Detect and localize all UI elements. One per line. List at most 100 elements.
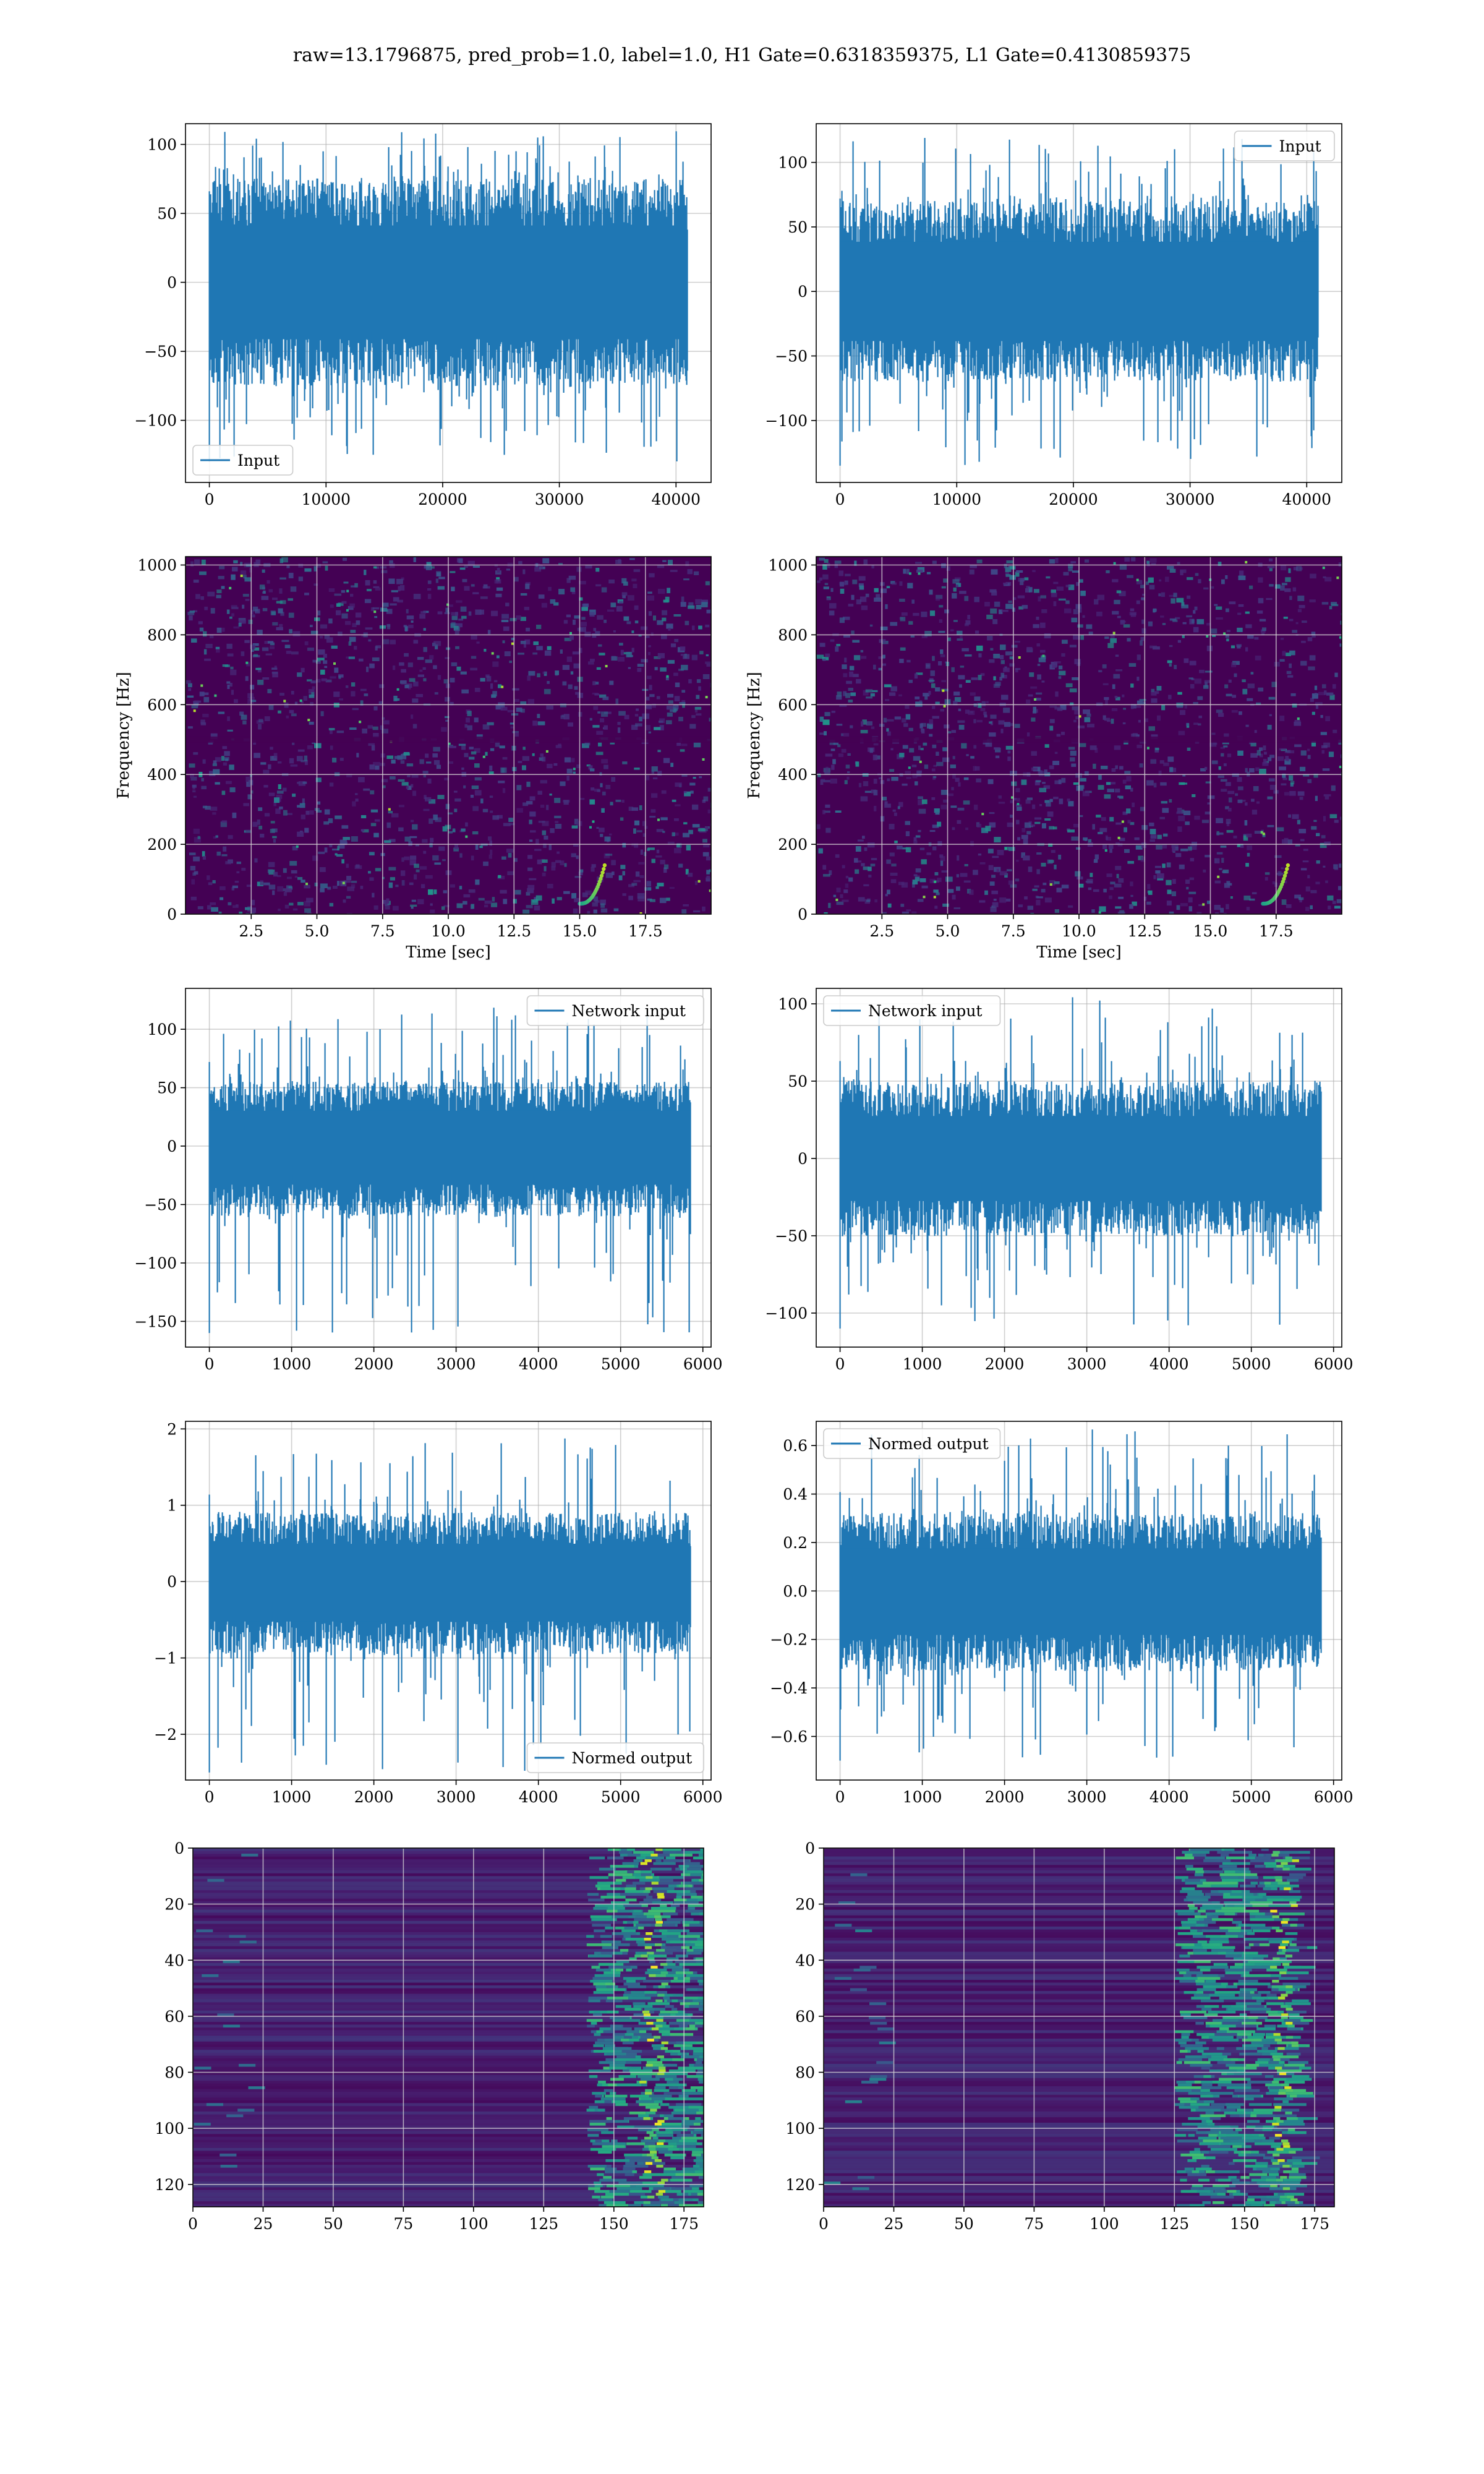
feature-activity (1193, 1935, 1206, 1938)
spectrogram-cell (1242, 800, 1246, 802)
spectrogram-cell (520, 708, 525, 713)
spectrogram-cell (516, 708, 522, 712)
spectrogram-cell (648, 652, 651, 656)
feature-activity (1217, 1848, 1234, 1852)
spectrogram-cell (409, 678, 416, 682)
spectrogram-cell (1172, 619, 1178, 622)
spectrogram-cell (979, 900, 986, 903)
spectrogram-cell (1130, 683, 1134, 688)
spectrogram-cell (1237, 777, 1242, 782)
feature-activity (587, 2128, 608, 2132)
spectrogram-cell (1334, 905, 1341, 909)
spectrogram-cell (493, 680, 498, 683)
spectrogram-cell (1259, 768, 1266, 774)
spectrogram-cell (994, 601, 1000, 607)
spectrogram-cell (950, 764, 956, 769)
spectrogram-cell (681, 909, 687, 914)
spectrogram-cell (573, 663, 580, 669)
spectrogram-cell (852, 580, 858, 584)
spectrogram-cell (1146, 901, 1151, 905)
spectrogram-cell (507, 710, 515, 713)
spectrogram-cell (278, 710, 281, 714)
spectrogram-cell (647, 595, 655, 601)
feature-activity (639, 1887, 648, 1891)
feature-activity (598, 2081, 606, 2084)
spectrogram-cell (348, 656, 355, 659)
spectrogram-cell (509, 823, 515, 826)
spectrogram-cell (1000, 655, 1004, 660)
spectrogram-cell (391, 590, 398, 593)
feature-activity (1175, 1856, 1194, 1860)
spectrogram-cell (492, 815, 499, 820)
spectrogram-cell (437, 675, 441, 680)
spectrogram-cell (553, 763, 558, 766)
spectrogram-cell (298, 781, 305, 786)
spectrogram-cell (360, 700, 364, 706)
feature-activity (1238, 1924, 1266, 1927)
feature-activity (653, 2047, 667, 2050)
feature-activity (604, 2142, 626, 2146)
feature-bright (657, 2120, 665, 2123)
spectrogram-cell (573, 844, 579, 847)
spectrogram-cell (1176, 905, 1180, 910)
spectrogram-cell (1180, 782, 1188, 785)
feature-activity (1190, 1854, 1206, 1857)
spectrogram-cell (500, 706, 508, 711)
feature-activity (588, 1898, 605, 1902)
spectrogram-cell (911, 764, 917, 768)
spectrogram-cell (965, 680, 971, 683)
spectrogram-cell (1282, 773, 1286, 778)
spectrogram-cell (260, 880, 263, 886)
spectrogram-cell (328, 618, 333, 624)
spectrogram-cell (674, 639, 679, 643)
spectrogram-cell (407, 687, 411, 690)
spectrogram-cell (859, 596, 867, 602)
spectrogram-cell (451, 586, 455, 591)
spectrogram-cell (603, 725, 608, 730)
spectrogram-cell (226, 781, 232, 784)
feature-bright (652, 2103, 659, 2107)
spectrogram-cell (413, 594, 421, 599)
spectrogram-cell (388, 839, 396, 842)
spectrogram-cell (1279, 716, 1285, 721)
spectrogram-cell (410, 855, 417, 860)
spectrogram-cell (1110, 638, 1117, 643)
feature-activity (695, 2061, 702, 2065)
spectrogram-cell (1107, 643, 1114, 648)
spectrogram-cell (218, 911, 222, 914)
spectrogram-cell (351, 585, 357, 588)
spectrogram-cell (370, 823, 377, 826)
spectrogram-cell (260, 834, 265, 838)
feature-row (193, 1848, 704, 1852)
feature-activity (626, 1884, 636, 1888)
spectrogram-cell (1061, 777, 1066, 783)
spectrogram-cell (883, 717, 887, 723)
spectrogram-cell (956, 874, 959, 878)
spectrogram-cell (416, 869, 420, 873)
spectrogram-cell (1049, 559, 1055, 564)
spectrogram-cell (824, 810, 830, 813)
feature-activity (589, 2120, 615, 2123)
spectrogram-cell (448, 604, 453, 607)
feature-activity (646, 2061, 663, 2065)
x-tick-label: 0 (835, 490, 845, 508)
spectrogram-cell (1203, 685, 1209, 689)
feature-activity (1268, 1926, 1280, 1930)
spectrogram-cell (1191, 841, 1197, 846)
feature-activity (1242, 1954, 1268, 1958)
spectrogram-cell (1220, 845, 1227, 848)
y-tick-label: −1 (154, 1650, 177, 1667)
spectrogram-cell (869, 624, 873, 627)
spectrogram-cell (1340, 816, 1342, 820)
feature-activity (691, 1896, 703, 1899)
feature-activity (644, 1993, 662, 1997)
spectrogram-cell (1283, 617, 1288, 619)
spectrogram-cell (681, 774, 688, 777)
spectrogram-cell (941, 688, 949, 691)
spectrogram-cell (367, 725, 373, 729)
spectrogram-cell (600, 711, 608, 717)
spectrogram-cell (894, 841, 898, 844)
y-tick-label: 1 (167, 1497, 177, 1515)
spectrogram-cell (595, 751, 603, 755)
spectrogram-cell (343, 880, 351, 883)
